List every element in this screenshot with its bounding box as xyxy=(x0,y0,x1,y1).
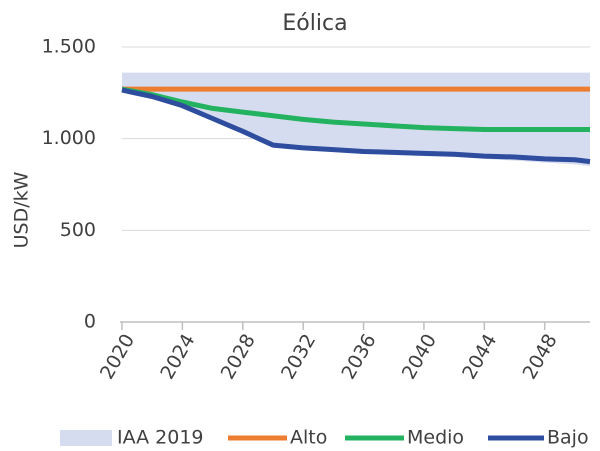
legend-label: Bajo xyxy=(547,427,589,449)
x-tick-label: 2040 xyxy=(398,330,441,383)
x-tick-label: 2028 xyxy=(217,330,260,383)
legend-label: Alto xyxy=(290,427,327,449)
y-axis-label: USD/kW xyxy=(11,171,33,248)
chart-title: Eólica xyxy=(282,11,347,36)
legend-swatch xyxy=(60,430,112,446)
range-band xyxy=(122,72,590,167)
y-tick-label: 500 xyxy=(60,219,96,241)
x-tick-label: 2020 xyxy=(96,330,139,383)
x-tick-label: 2024 xyxy=(156,330,199,383)
y-tick-label: 1.500 xyxy=(42,36,96,58)
y-tick-label: 1.000 xyxy=(42,127,96,149)
series-line xyxy=(121,87,591,165)
y-tick-label: 0 xyxy=(84,311,96,333)
x-tick-label: 2048 xyxy=(519,330,562,383)
legend-label: IAA 2019 xyxy=(117,427,204,449)
x-tick-label: 2036 xyxy=(337,330,380,383)
x-tick-label: 2044 xyxy=(458,330,501,383)
x-tick-label: 2032 xyxy=(277,330,320,383)
series-line xyxy=(121,86,590,132)
legend-label: Medio xyxy=(407,427,464,449)
